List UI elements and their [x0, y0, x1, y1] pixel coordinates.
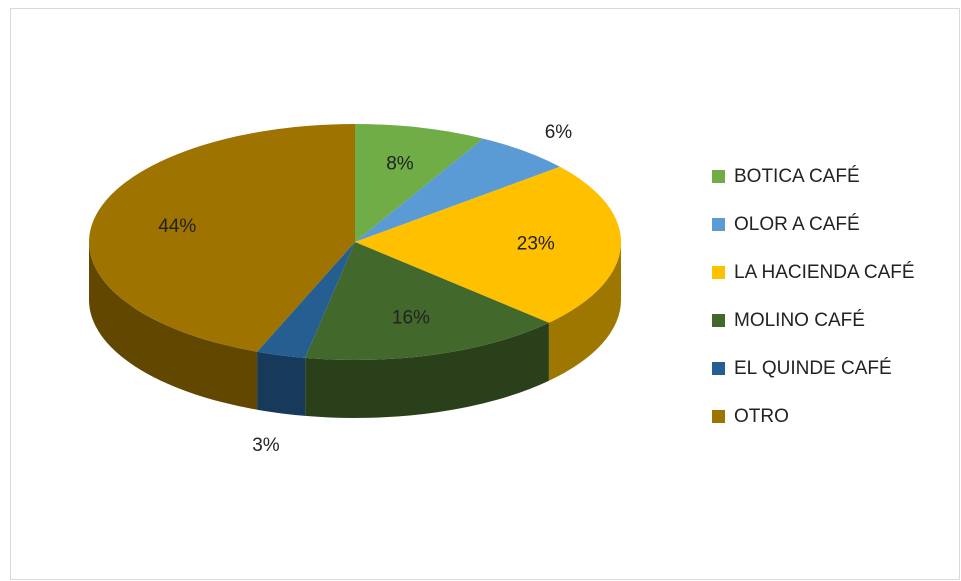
slice [355, 138, 560, 242]
data-label: 8% [386, 153, 414, 174]
legend-label: OLOR A CAFÉ [734, 214, 860, 235]
data-label: 6% [545, 122, 573, 143]
data-label: 3% [252, 435, 280, 456]
slice [257, 242, 355, 358]
slice [355, 124, 484, 242]
slice [305, 242, 549, 360]
slice-side [548, 242, 621, 381]
slice-side [89, 242, 258, 410]
legend-swatch [712, 410, 725, 423]
slice [88, 123, 356, 352]
data-label: 16% [392, 307, 430, 328]
data-label: 44% [158, 216, 196, 237]
legend-swatch [712, 218, 725, 231]
slice-side [305, 322, 549, 418]
legend-swatch [712, 170, 725, 183]
data-label: 23% [517, 234, 555, 255]
legend-label: EL QUINDE CAFÉ [734, 358, 892, 379]
slice-side [257, 351, 306, 416]
legend-label: OTRO [734, 406, 789, 427]
legend-swatch [712, 266, 725, 279]
legend-label: BOTICA CAFÉ [734, 166, 860, 187]
legend-swatch [712, 362, 725, 375]
legend-label: MOLINO CAFÉ [734, 310, 865, 331]
legend-swatch [712, 314, 725, 327]
slice [355, 166, 621, 323]
legend-label: LA HACIENDA CAFÉ [734, 262, 915, 283]
